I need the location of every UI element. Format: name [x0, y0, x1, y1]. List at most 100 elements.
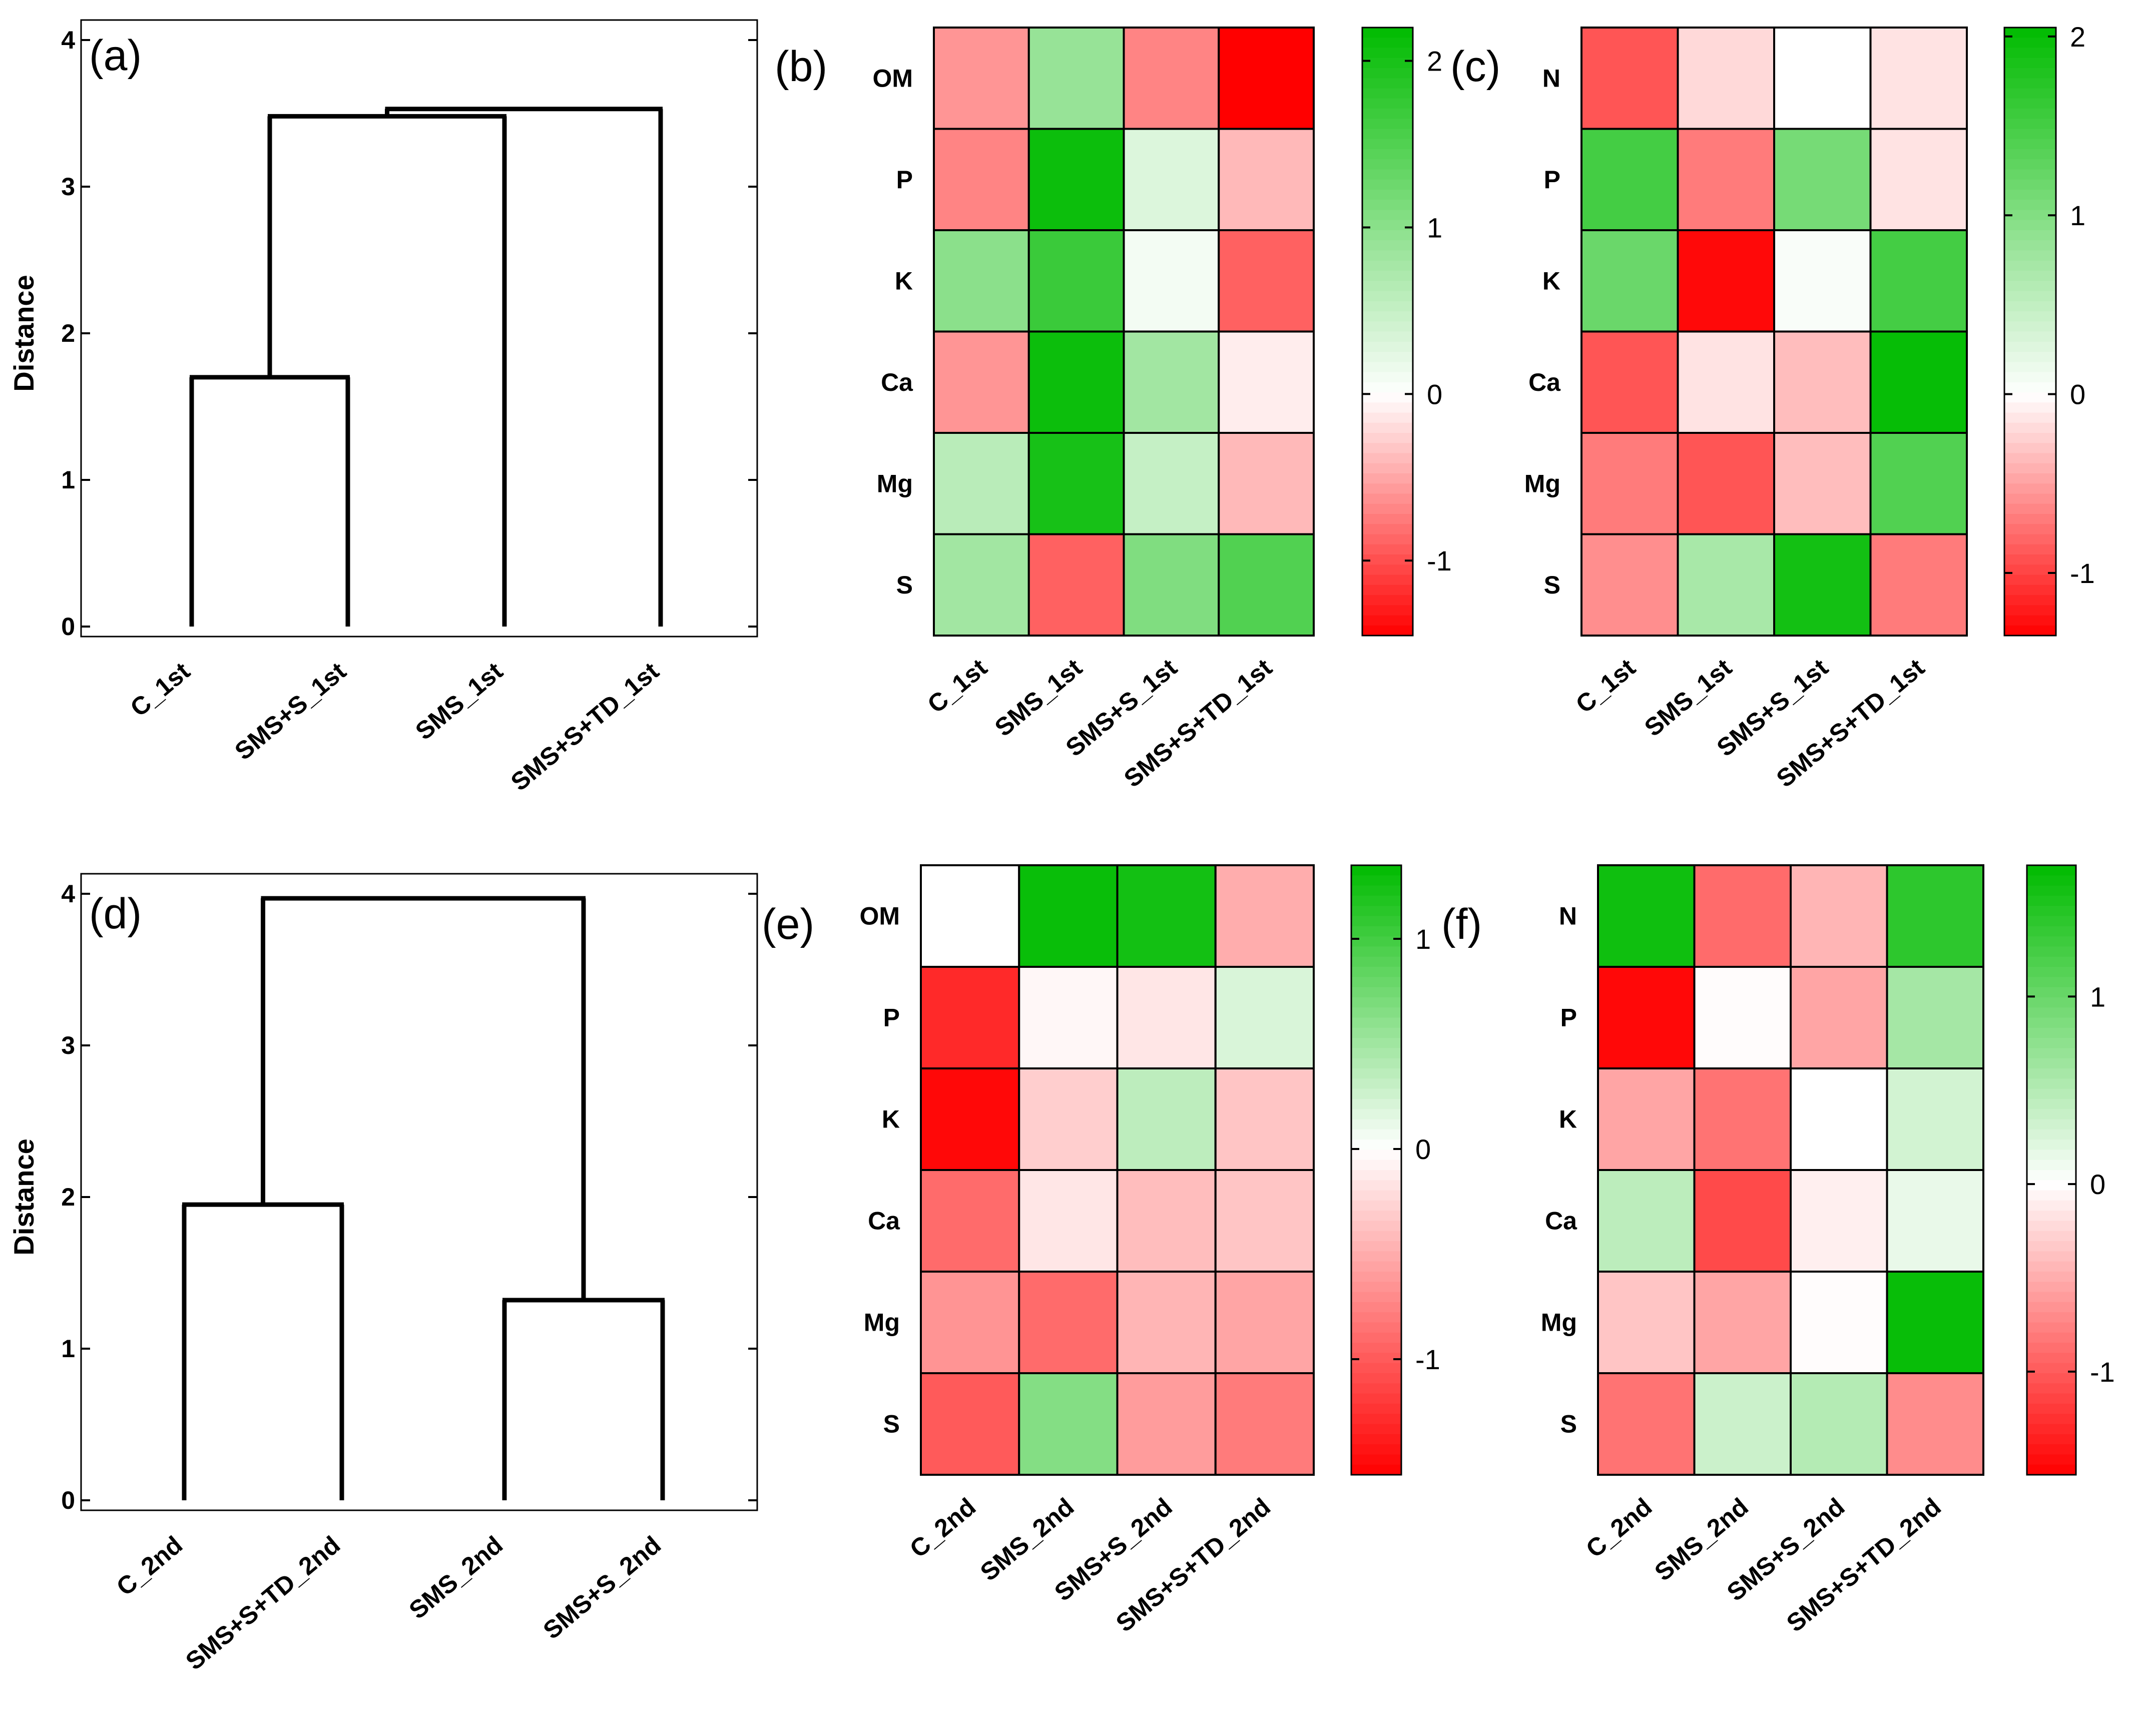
colorbar-segment [2027, 926, 2076, 937]
colorbar-segment [1351, 885, 1401, 896]
colorbar-segment [2004, 291, 2056, 302]
row-label: P [1560, 1004, 1577, 1032]
heatmap-cell [933, 533, 1030, 637]
colorbar-segment [2027, 936, 2076, 947]
heatmap-cell [1886, 1271, 1984, 1374]
colorbar-segment [1362, 68, 1413, 79]
colorbar-segment [1351, 1322, 1401, 1333]
colorbar-segment [1362, 382, 1413, 393]
leaf-label: SMS+S+TD_2nd [180, 1531, 345, 1675]
heatmap-cell [1773, 27, 1872, 130]
colorbar-segment [1351, 1241, 1401, 1252]
colorbar-segment [1362, 291, 1413, 302]
colorbar-segment [2004, 190, 2056, 201]
heatmap-cell [1773, 330, 1872, 434]
heatmap-cell [1869, 432, 1968, 535]
panel-label: (f) [1441, 900, 1482, 948]
column-label: C_2nd [904, 1493, 981, 1563]
heatmap-cell [1693, 1169, 1792, 1273]
heatmap-cell [1116, 1372, 1217, 1476]
colorbar-segment [2027, 1190, 2076, 1201]
colorbar-segment [1351, 936, 1401, 947]
colorbar-segment [1351, 1119, 1401, 1130]
heatmap-cell [1027, 533, 1125, 637]
colorbar-tick-label: -1 [2090, 1356, 2115, 1388]
column-label: C_1st [1570, 653, 1641, 719]
colorbar-segment [1362, 301, 1413, 312]
heatmap-cell [1116, 966, 1217, 1069]
colorbar-segment [1362, 190, 1413, 201]
colorbar-segment [1362, 98, 1413, 109]
panel-label: (c) [1450, 43, 1500, 91]
colorbar-segment [1362, 159, 1413, 170]
heatmap-cell [933, 330, 1030, 434]
colorbar-segment [2004, 58, 2056, 69]
colorbar-segment [1362, 493, 1413, 504]
colorbar-segment [2004, 230, 2056, 241]
colorbar-segment [2004, 88, 2056, 99]
colorbar-segment [1362, 78, 1413, 89]
colorbar-segment [2004, 149, 2056, 160]
colorbar-segment [1362, 503, 1413, 514]
colorbar-segment [2004, 564, 2056, 575]
heatmap-cell [920, 864, 1020, 968]
heatmap-cell [1580, 229, 1679, 333]
colorbar-segment [1351, 1221, 1401, 1232]
colorbar-segment [2027, 956, 2076, 967]
heatmap-cell [920, 1067, 1020, 1171]
colorbar-segment [1351, 895, 1401, 907]
colorbar-segment [2004, 372, 2056, 383]
colorbar-tick-label: 1 [2070, 200, 2085, 231]
colorbar-segment [1362, 240, 1413, 251]
colorbar-tick-label: -1 [1427, 545, 1452, 576]
colorbar-tick-label: 0 [1427, 378, 1442, 410]
colorbar-segment [2027, 946, 2076, 957]
row-label: K [882, 1105, 900, 1133]
colorbar-segment [2027, 1353, 2076, 1364]
heatmap-cell [1677, 128, 1775, 231]
colorbar-segment [2004, 554, 2056, 565]
colorbar-segment [2027, 1373, 2076, 1384]
colorbar-segment [2004, 200, 2056, 211]
colorbar-segment [1351, 977, 1401, 988]
colorbar-segment [1351, 1088, 1401, 1099]
heatmap-cell [1214, 1271, 1315, 1374]
colorbar-segment [1362, 139, 1413, 150]
colorbar-segment [2027, 1058, 2076, 1069]
heatmap-cell [1886, 1067, 1984, 1171]
row-label: OM [859, 902, 900, 930]
heatmap-cell [920, 1372, 1020, 1476]
heatmap-cell [1790, 1067, 1888, 1171]
colorbar-segment [2027, 1180, 2076, 1191]
heatmap-cell [1773, 128, 1872, 231]
colorbar-segment [2027, 1068, 2076, 1079]
colorbar-segment [1362, 200, 1413, 211]
heatmap-cell [920, 1271, 1020, 1374]
colorbar-segment [1351, 1068, 1401, 1079]
colorbar-segment [2004, 271, 2056, 282]
row-label: OM [872, 64, 913, 92]
heatmap-cell [1116, 1067, 1217, 1171]
heatmap-cell [1018, 1169, 1119, 1273]
heatmap-cell [1869, 229, 1968, 333]
heatmap-cell [1886, 966, 1984, 1069]
leaf-label: SMS_2nd [404, 1531, 508, 1625]
heatmap-cell [1597, 1067, 1696, 1171]
colorbar-segment [2004, 352, 2056, 363]
row-label: Mg [877, 469, 913, 497]
colorbar-segment [2027, 1038, 2076, 1049]
heatmap-cell [1027, 330, 1125, 434]
colorbar-segment [1351, 1129, 1401, 1140]
colorbar-segment [1351, 1251, 1401, 1262]
leaf-label: SMS_1st [410, 657, 508, 745]
colorbar-segment [2027, 916, 2076, 927]
row-label: Ca [868, 1207, 900, 1235]
heatmap-cell [1123, 330, 1220, 434]
colorbar-segment [2004, 210, 2056, 221]
colorbar-segment [2027, 1282, 2076, 1293]
colorbar-segment [2004, 260, 2056, 271]
colorbar-segment [1362, 129, 1413, 140]
colorbar-segment [2004, 48, 2056, 59]
heatmap-cell [1693, 1372, 1792, 1476]
